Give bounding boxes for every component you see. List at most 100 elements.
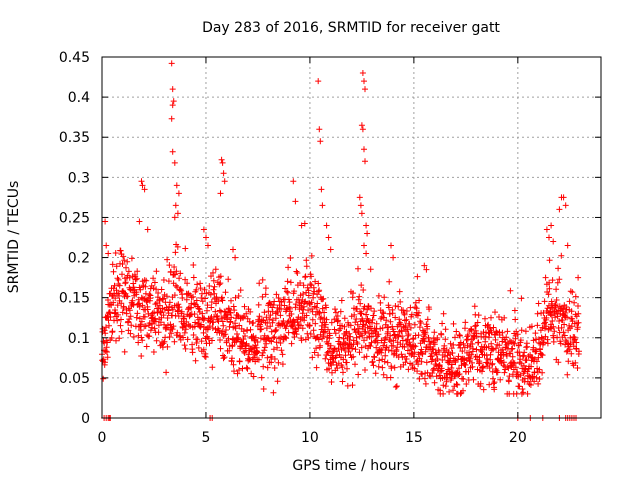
data-point (404, 326, 411, 333)
data-point (279, 351, 286, 358)
data-point (393, 383, 400, 390)
data-point (521, 375, 528, 382)
y-axis: 0 0.05 0.1 0.15 0.2 0.25 0.3 0.35 0.4 0.45 (59, 50, 601, 427)
data-point (174, 210, 181, 217)
data-point (217, 337, 223, 343)
data-point (487, 351, 494, 358)
data-point (395, 333, 402, 340)
data-point (105, 250, 112, 257)
data-point (271, 298, 278, 305)
data-point (230, 361, 237, 368)
data-point (467, 355, 474, 362)
data-point (542, 274, 549, 281)
data-point (137, 327, 144, 334)
data-point (553, 297, 560, 303)
data-point (147, 292, 154, 299)
data-point (367, 343, 374, 350)
data-point (520, 389, 527, 396)
data-point (490, 324, 497, 331)
data-point (217, 345, 224, 352)
data-point (533, 348, 540, 355)
data-point (323, 222, 330, 229)
data-point (367, 266, 374, 273)
data-point (565, 358, 572, 365)
data-point (166, 299, 173, 306)
data-point (256, 280, 263, 287)
data-point (266, 316, 273, 323)
data-point (150, 275, 157, 282)
data-point (268, 338, 275, 345)
data-point (158, 286, 165, 293)
data-point (521, 349, 528, 356)
data-point (463, 337, 470, 343)
data-point (209, 364, 216, 371)
data-point (470, 376, 477, 383)
data-point (457, 339, 464, 346)
data-point (556, 206, 563, 213)
data-point (303, 263, 310, 270)
plot-frame (101, 56, 602, 419)
data-point (117, 322, 124, 329)
data-point (119, 309, 126, 316)
data-point (455, 371, 462, 378)
data-point (133, 314, 140, 321)
data-point (474, 319, 481, 326)
data-point (414, 273, 421, 280)
data-point (486, 381, 493, 388)
data-point (405, 366, 412, 373)
data-point (228, 297, 234, 304)
data-point (209, 337, 215, 344)
data-point (322, 321, 329, 328)
x-tick-label: 5 (201, 430, 210, 446)
data-point (208, 304, 215, 311)
data-point (501, 369, 508, 376)
data-point (355, 265, 361, 272)
data-points (99, 60, 582, 421)
data-point (406, 339, 413, 346)
data-point (522, 328, 529, 335)
data-point (119, 271, 125, 278)
data-point (182, 245, 189, 252)
data-point (232, 254, 239, 261)
data-point (299, 310, 306, 317)
data-point (476, 354, 483, 361)
data-point (169, 306, 176, 313)
data-point (138, 353, 145, 359)
data-point (383, 317, 390, 324)
data-point (232, 325, 239, 332)
data-point (108, 335, 115, 341)
data-point (139, 182, 146, 189)
data-point (127, 313, 134, 320)
data-point (146, 291, 153, 298)
data-point (505, 378, 512, 385)
data-point (163, 293, 170, 300)
data-point (187, 311, 194, 318)
data-point (135, 339, 142, 346)
data-point (115, 311, 121, 318)
data-point (493, 345, 499, 352)
data-point (287, 305, 294, 312)
data-point (391, 364, 398, 371)
data-point (307, 331, 314, 337)
data-point (554, 279, 561, 286)
data-point (190, 262, 197, 268)
data-point (130, 333, 137, 340)
plot-border (101, 56, 602, 419)
data-point (496, 342, 503, 349)
data-point (297, 280, 304, 286)
data-point (361, 146, 367, 153)
data-point (442, 383, 449, 390)
data-point (298, 337, 305, 344)
data-point (151, 279, 158, 286)
data-point (236, 367, 242, 373)
data-point (293, 331, 300, 338)
data-point (472, 323, 478, 330)
data-point (411, 321, 418, 328)
data-point (118, 300, 125, 307)
data-point (113, 263, 120, 270)
data-point (524, 343, 531, 350)
data-point (494, 369, 501, 376)
data-point (446, 388, 453, 395)
data-point (531, 378, 538, 385)
